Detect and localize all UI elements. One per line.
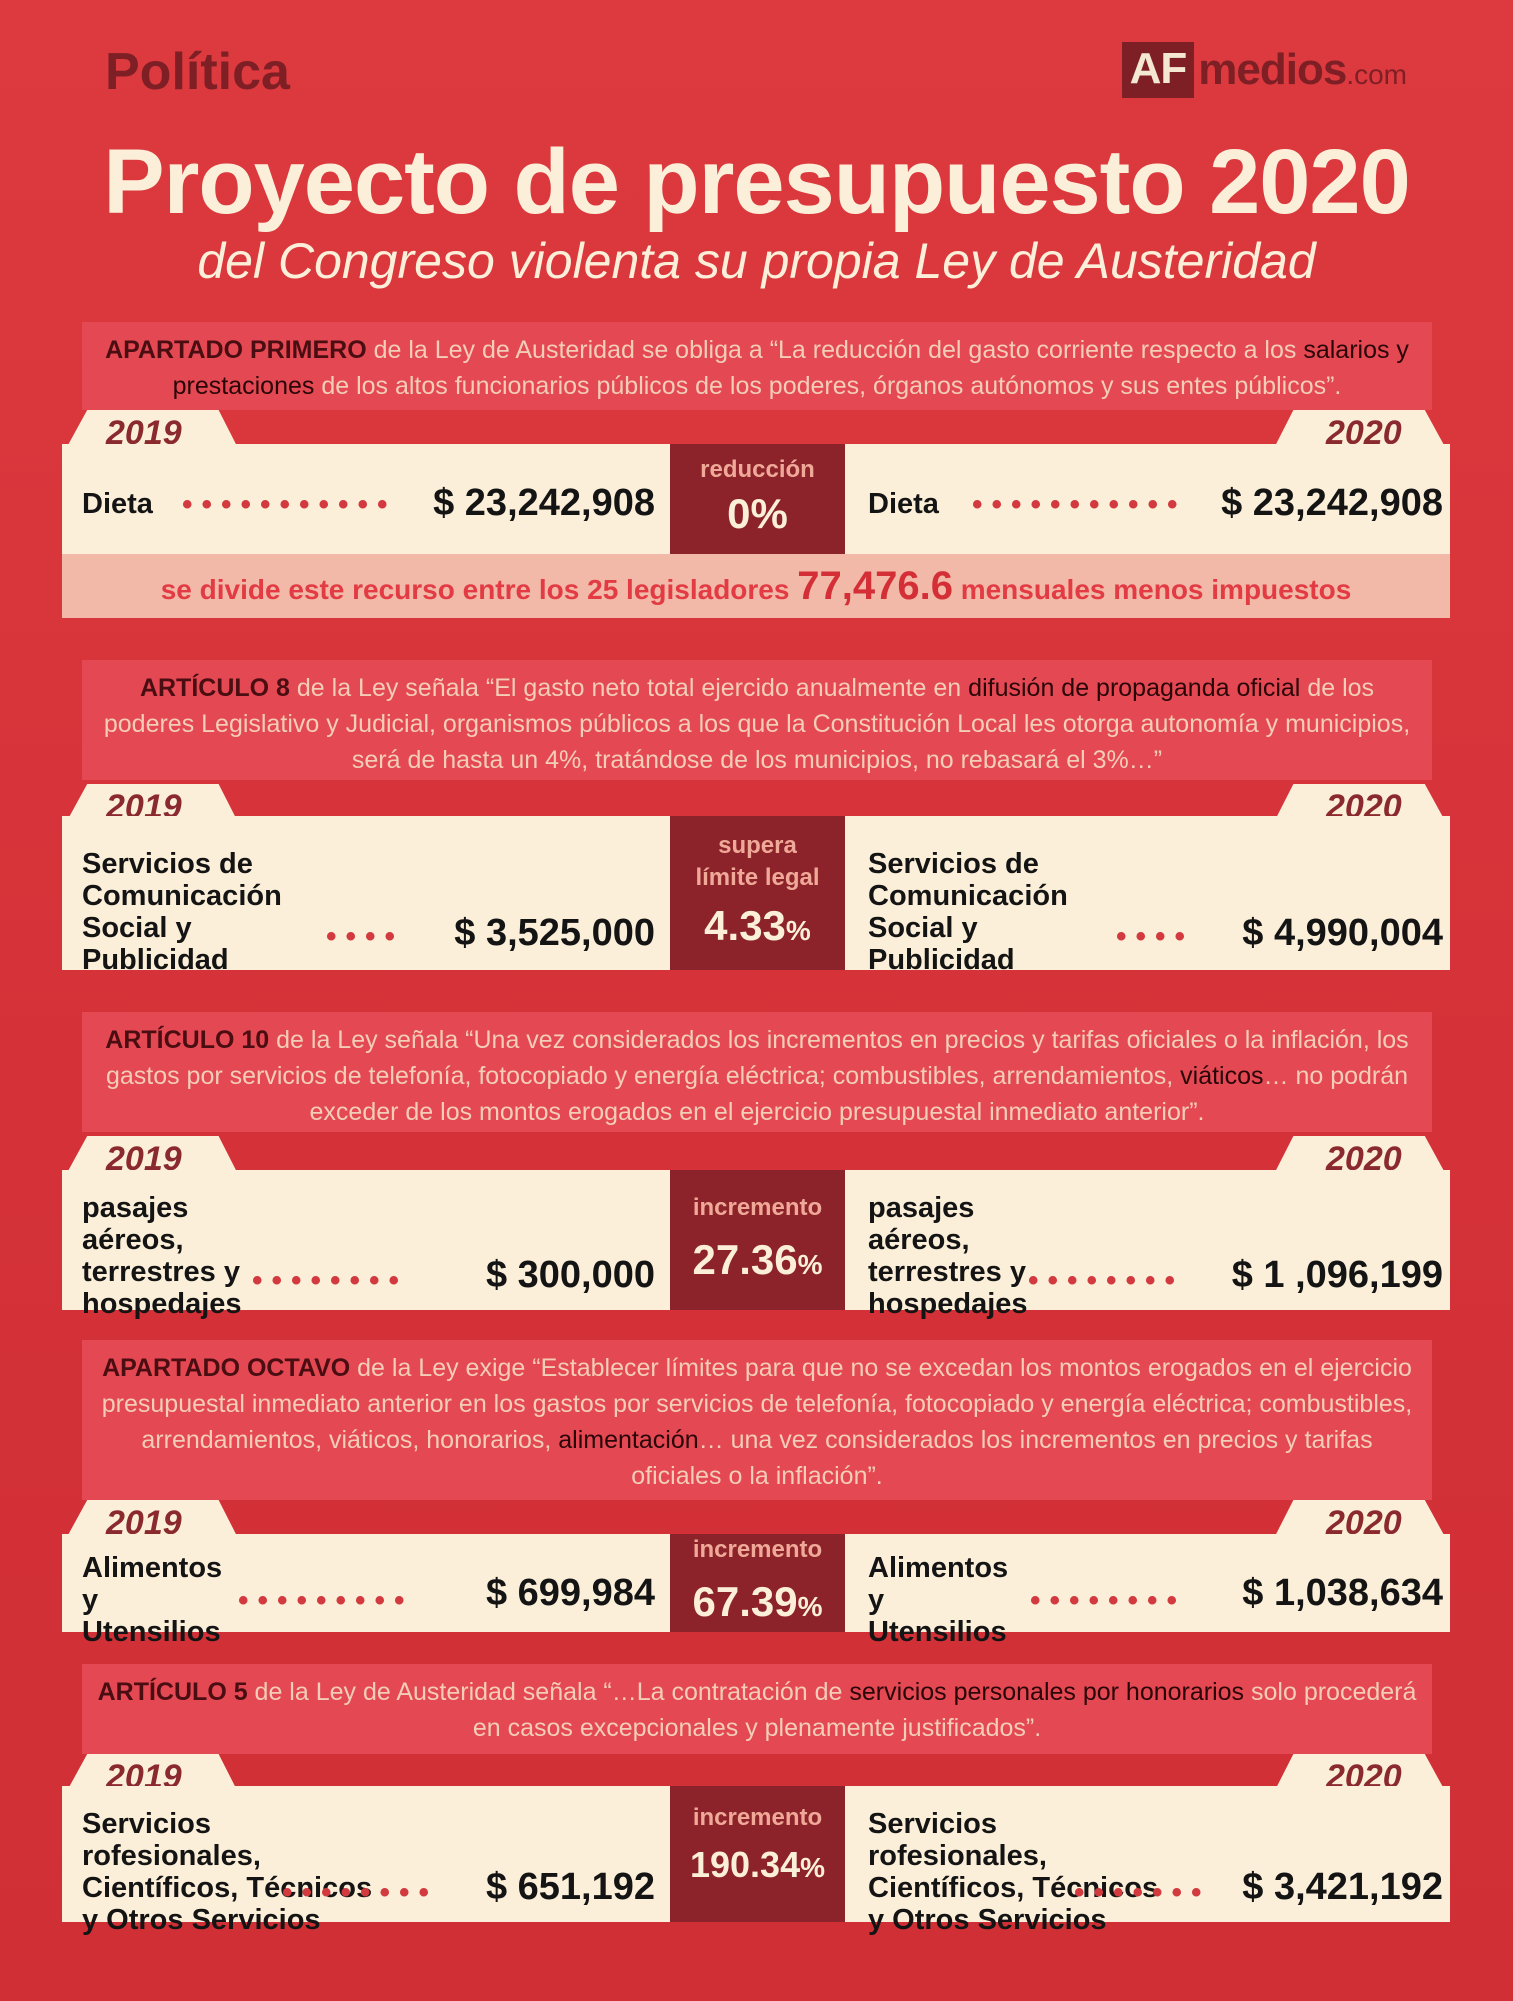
leader-dots: ••••••••: [1030, 1584, 1187, 1617]
left-panel: [62, 1170, 670, 1310]
item-label: Dieta: [868, 488, 939, 520]
law-quote: APARTADO OCTAVO de la Ley exige “Estable…: [82, 1340, 1432, 1500]
leader-dots: ••••••••: [252, 1264, 409, 1297]
division-note: se divide este recurso entre los 25 legi…: [62, 554, 1450, 618]
amount-2020: $ 1,038,634: [1242, 1572, 1443, 1614]
leader-dots: ••••: [1116, 920, 1195, 953]
item-label: Alimentos y Utensilios: [82, 1552, 223, 1648]
law-quote: ARTÍCULO 8 de la Ley señala “El gasto ne…: [82, 660, 1432, 780]
page-subtitle: del Congreso violenta su propia Ley de A…: [197, 233, 1316, 289]
amount-2020: $ 3,421,192: [1242, 1866, 1443, 1908]
leader-dots: •••••••: [1074, 1876, 1211, 1909]
item-label: Servicios de Comunicación Social y Publi…: [868, 848, 1068, 976]
item-label: Servicios rofesionales, Científicos, Téc…: [82, 1808, 373, 1936]
amount-2019: $ 699,984: [485, 1572, 655, 1614]
right-panel: [845, 816, 1450, 970]
law-quote: ARTÍCULO 5 de la Ley de Austeridad señal…: [82, 1664, 1432, 1754]
afmedios-logo: AF medios .com: [1121, 38, 1407, 102]
law-quote: APARTADO PRIMERO de la Ley de Austeridad…: [82, 322, 1432, 410]
item-label: pasajes aéreos, terrestres y hospedajes: [82, 1192, 242, 1320]
item-label: Alimentos y Utensilios: [868, 1552, 1009, 1648]
leader-dots: •••••••••••: [972, 488, 1187, 521]
item-label: Servicios rofesionales, Científicos, Téc…: [868, 1808, 1159, 1936]
change-box: reducción 0%: [670, 444, 845, 554]
amount-2019: $ 23,242,908: [433, 482, 655, 524]
leader-dots: ••••: [326, 920, 405, 953]
right-panel: [845, 1786, 1450, 1922]
amount-2019: $ 300,000: [485, 1254, 655, 1296]
leader-dots: •••••••••••: [182, 488, 397, 521]
right-panel: [845, 1534, 1450, 1632]
amount-2020: $ 23,242,908: [1221, 482, 1443, 524]
item-label: Servicios de Comunicación Social y Publi…: [82, 848, 282, 976]
right-panel: [845, 1170, 1450, 1310]
change-box: incremento 67.39%: [670, 1534, 845, 1632]
left-panel: [62, 816, 670, 970]
left-panel: [62, 444, 670, 554]
change-box: incremento 27.36%: [670, 1170, 845, 1310]
item-label: Dieta: [82, 488, 153, 520]
left-panel: [62, 1534, 670, 1632]
amount-2020: $ 4,990,004: [1242, 912, 1443, 954]
page-title: Proyecto de presupuesto 2020: [103, 131, 1411, 233]
left-panel: [62, 1786, 670, 1922]
section-tag: Política: [105, 43, 290, 101]
amount-2020: $ 1 ,096,199: [1231, 1254, 1443, 1296]
amount-2019: $ 3,525,000: [454, 912, 655, 954]
leader-dots: ••••••••: [1028, 1264, 1185, 1297]
leader-dots: ••••••••: [282, 1876, 439, 1909]
amount-2019: $ 651,192: [485, 1866, 655, 1908]
right-panel: [845, 444, 1450, 554]
leader-dots: •••••••••: [238, 1584, 414, 1617]
change-box: supera límite legal 4.33%: [670, 816, 845, 970]
change-box: incremento 190.34%: [670, 1786, 845, 1922]
item-label: pasajes aéreos, terrestres y hospedajes: [868, 1192, 1028, 1320]
law-quote: ARTÍCULO 10 de la Ley señala “Una vez co…: [82, 1012, 1432, 1132]
